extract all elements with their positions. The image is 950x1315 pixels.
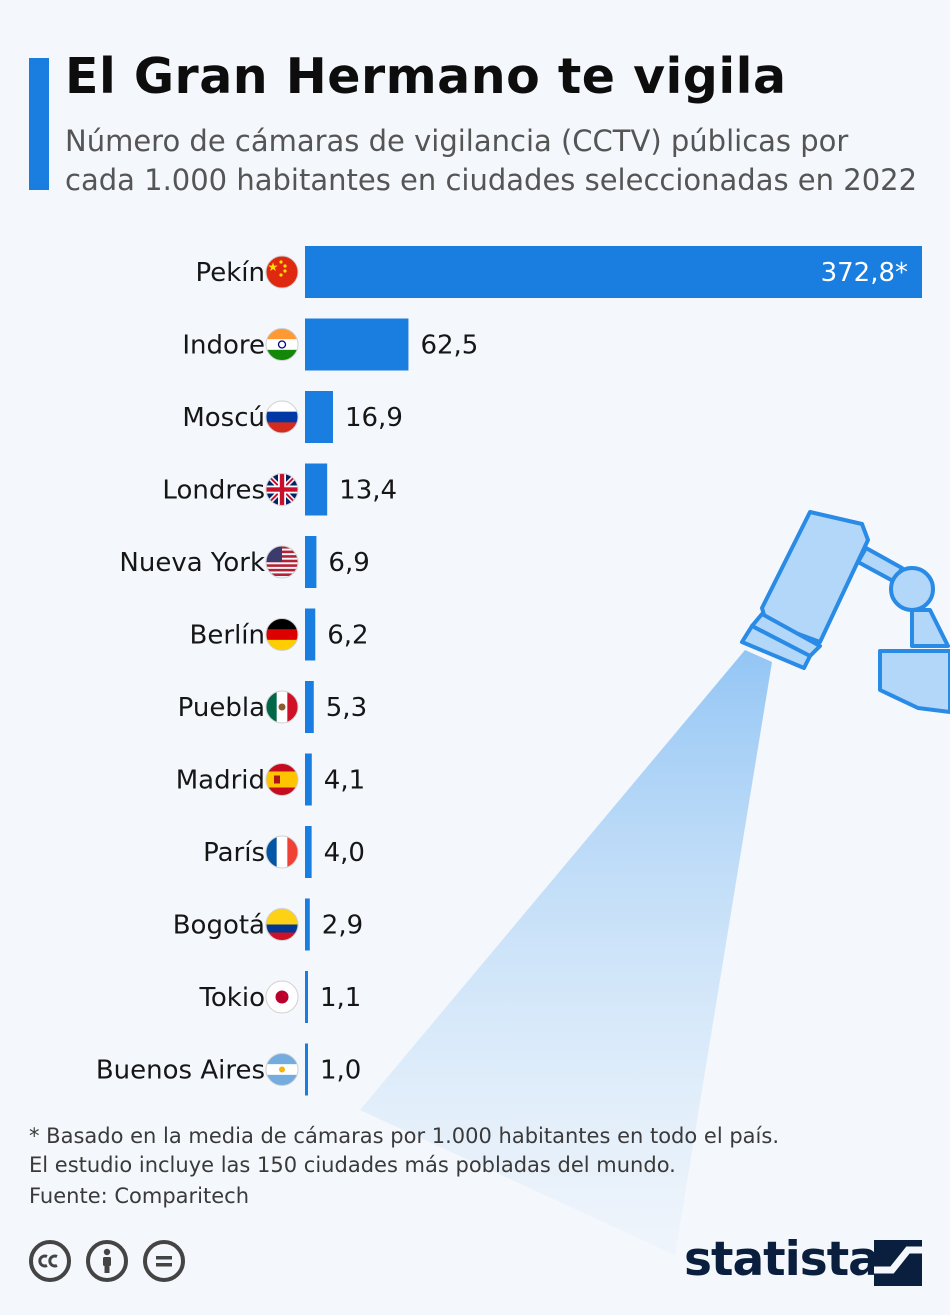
value-label: 4,0 [324, 838, 365, 868]
footnote-line-1: * Basado en la media de cámaras por 1.00… [29, 1124, 779, 1148]
bar-group: Buenos Aires 1,0 [96, 1043, 361, 1096]
bar-group: Indore 62,5 [182, 318, 478, 371]
flag-icon [265, 328, 299, 361]
value-label: 4,1 [324, 766, 365, 796]
flag-icon [265, 473, 299, 506]
category-label: Indore [182, 331, 265, 361]
footnote-line-2: El estudio incluye las 150 ciudades más … [29, 1153, 676, 1177]
chart-title: El Gran Hermano te vigila [65, 48, 787, 105]
bar [305, 898, 310, 951]
value-label: 6,9 [328, 548, 369, 578]
value-label: 13,4 [339, 476, 397, 506]
footnote: * Basado en la media de cámaras por 1.00… [29, 1122, 779, 1180]
category-label: Tokio [198, 983, 265, 1013]
bar-group: Moscú 16,9 [182, 391, 403, 443]
bar [305, 971, 308, 1023]
value-label: 2,9 [322, 911, 363, 941]
flag-icon: ★ [265, 255, 299, 289]
category-label: Berlín [190, 621, 265, 651]
flag-icon [265, 763, 299, 796]
bar-group: Nueva York 6,9 [119, 536, 370, 588]
value-label: 6,2 [327, 621, 368, 651]
category-label: Londres [162, 476, 265, 506]
bar [305, 608, 316, 661]
category-label: Nueva York [119, 548, 265, 578]
camera-body [740, 510, 870, 670]
bar [305, 681, 314, 733]
bar-group: Londres 13,4 [162, 463, 397, 516]
value-label: 372,8* [821, 258, 908, 288]
source-text: Fuente: Comparitech [29, 1184, 250, 1208]
chart-subtitle: Número de cámaras de vigilancia (CCTV) p… [65, 124, 918, 197]
flag-icon [265, 545, 299, 579]
value-label: 16,9 [345, 403, 403, 433]
nd-icon[interactable] [143, 1240, 185, 1282]
flag-icon [265, 835, 299, 869]
flag-icon [265, 1053, 299, 1086]
bar [305, 246, 922, 298]
category-label: Bogotá [173, 911, 265, 941]
statista-wordmark: statista [684, 1232, 880, 1287]
bar [305, 391, 333, 443]
bar [305, 318, 409, 371]
category-label: París [203, 838, 265, 868]
flag-icon [265, 690, 299, 724]
title-accent-bar [29, 58, 49, 190]
bar-chart: Pekín ★ 372,8* Indore 62,5 Moscú 16,9 Londres 13… [96, 246, 922, 1096]
cc-icon[interactable] [29, 1240, 71, 1282]
bar [305, 1043, 308, 1096]
camera-light-beam [360, 650, 772, 1255]
category-label: Moscú [182, 403, 265, 433]
bar [305, 536, 317, 588]
flag-icon [265, 618, 299, 651]
by-icon[interactable] [86, 1240, 128, 1282]
category-label: Buenos Aires [96, 1056, 265, 1086]
bar-group: Bogotá 2,9 [173, 898, 363, 951]
flag-icon [265, 400, 299, 434]
category-label: Pekín [195, 258, 265, 288]
bar [305, 463, 328, 516]
statista-mark-icon [874, 1240, 922, 1286]
value-label: 1,1 [320, 983, 361, 1013]
bar-group: París 4,0 [203, 826, 365, 878]
bar-group: Tokio 1,1 [198, 971, 361, 1023]
value-label: 1,0 [320, 1056, 361, 1086]
category-label: Madrid [176, 766, 265, 796]
value-label: 62,5 [420, 331, 478, 361]
bar-group: Madrid 4,1 [176, 753, 365, 806]
flag-icon [265, 908, 299, 941]
bar-group: Puebla 5,3 [178, 681, 367, 733]
bar-group: Pekín ★ 372,8* [195, 246, 922, 298]
value-label: 5,3 [326, 693, 367, 723]
bar [305, 753, 312, 806]
flag-icon [265, 980, 299, 1014]
bar-group: Berlín 6,2 [190, 608, 369, 661]
svg-text:★: ★ [268, 260, 279, 274]
bar [305, 826, 312, 878]
category-label: Puebla [178, 693, 265, 723]
